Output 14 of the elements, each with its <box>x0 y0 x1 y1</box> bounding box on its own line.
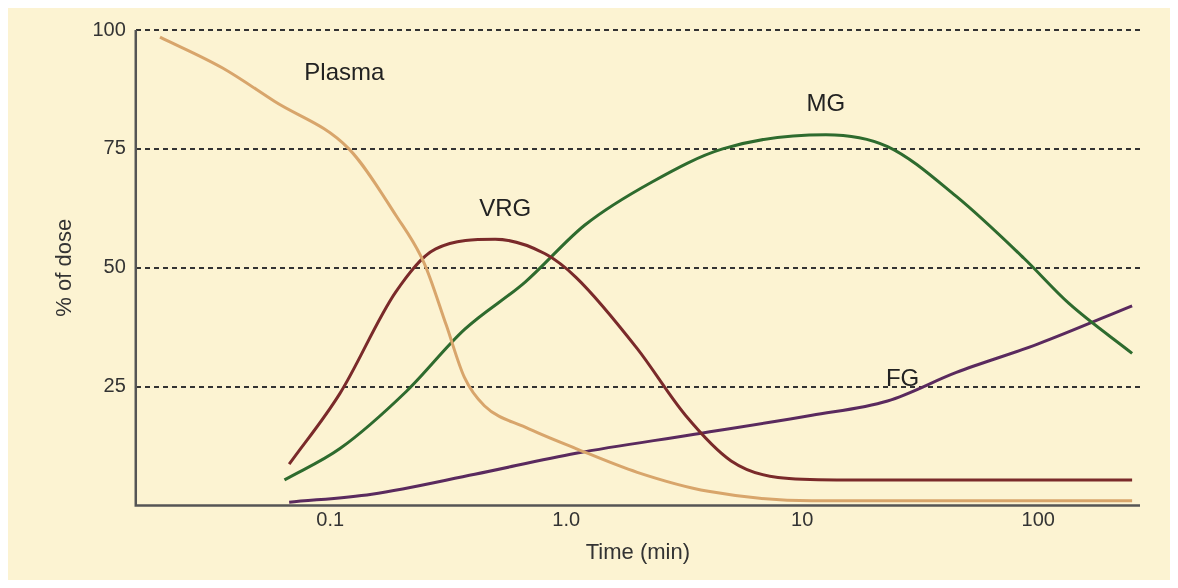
series-label: FG <box>885 363 920 391</box>
series-label: VRG <box>479 193 532 221</box>
y-tick-label: 50 <box>103 255 126 278</box>
x-tick-label: 0.1 <box>316 508 345 531</box>
series-label: Plasma <box>304 57 386 85</box>
y-axis-title: % of dose <box>51 218 77 317</box>
x-tick-label: 100 <box>1021 508 1055 531</box>
x-axis-title: Time (min) <box>585 538 691 564</box>
y-tick-label: 25 <box>103 374 126 397</box>
y-tick-label: 75 <box>103 136 126 159</box>
x-tick-label: 10 <box>791 508 814 531</box>
x-tick-label: 1.0 <box>552 508 581 531</box>
y-tick-label: 100 <box>92 17 126 40</box>
series-label: MG <box>806 89 846 117</box>
